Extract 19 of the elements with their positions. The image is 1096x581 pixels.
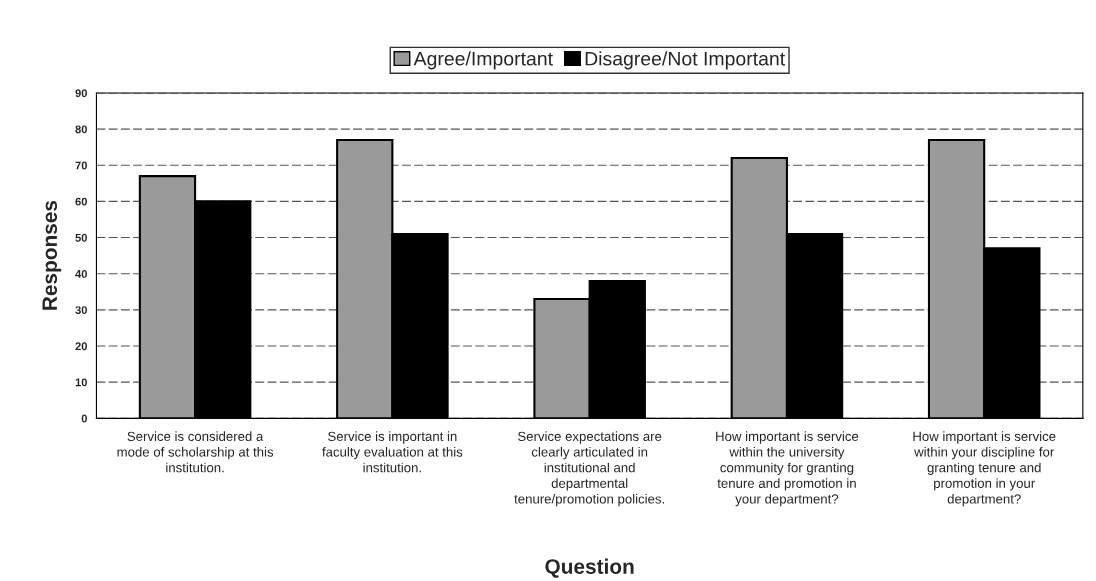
x-tick-label: Service is considered a mode of scholarship at this institution. — [117, 431, 274, 473]
y-tick-label: 50 — [75, 233, 87, 242]
legend-label: Agree/Important — [413, 51, 553, 70]
x-axis-title: Question — [545, 558, 634, 578]
y-tick-label: 90 — [75, 89, 87, 98]
y-tick-label: 10 — [75, 378, 87, 387]
y-tick-label: 80 — [75, 125, 87, 134]
legend-label: Disagree/Not Important — [585, 51, 785, 70]
x-tick-label: Service expectations are clearly articulated in institutional and departmental tenure/promotion policies. — [514, 431, 664, 507]
y-tick-label: 60 — [75, 197, 87, 206]
y-axis-title: Responses — [42, 200, 62, 310]
x-tick-label: How important is service within the university community for granting tenure and promotion in your department? — [716, 431, 859, 507]
y-tick-label: 0 — [81, 414, 87, 423]
x-tick-label: Service is important in faculty evaluation at this institution. — [322, 431, 463, 473]
y-tick-label: 20 — [75, 342, 87, 351]
x-tick-label: How important is service within your discipline for granting tenure and promotion in your department? — [913, 431, 1056, 507]
y-tick-label: 40 — [75, 269, 87, 278]
y-tick-label: 30 — [75, 306, 87, 315]
y-tick-label: 70 — [75, 161, 87, 170]
